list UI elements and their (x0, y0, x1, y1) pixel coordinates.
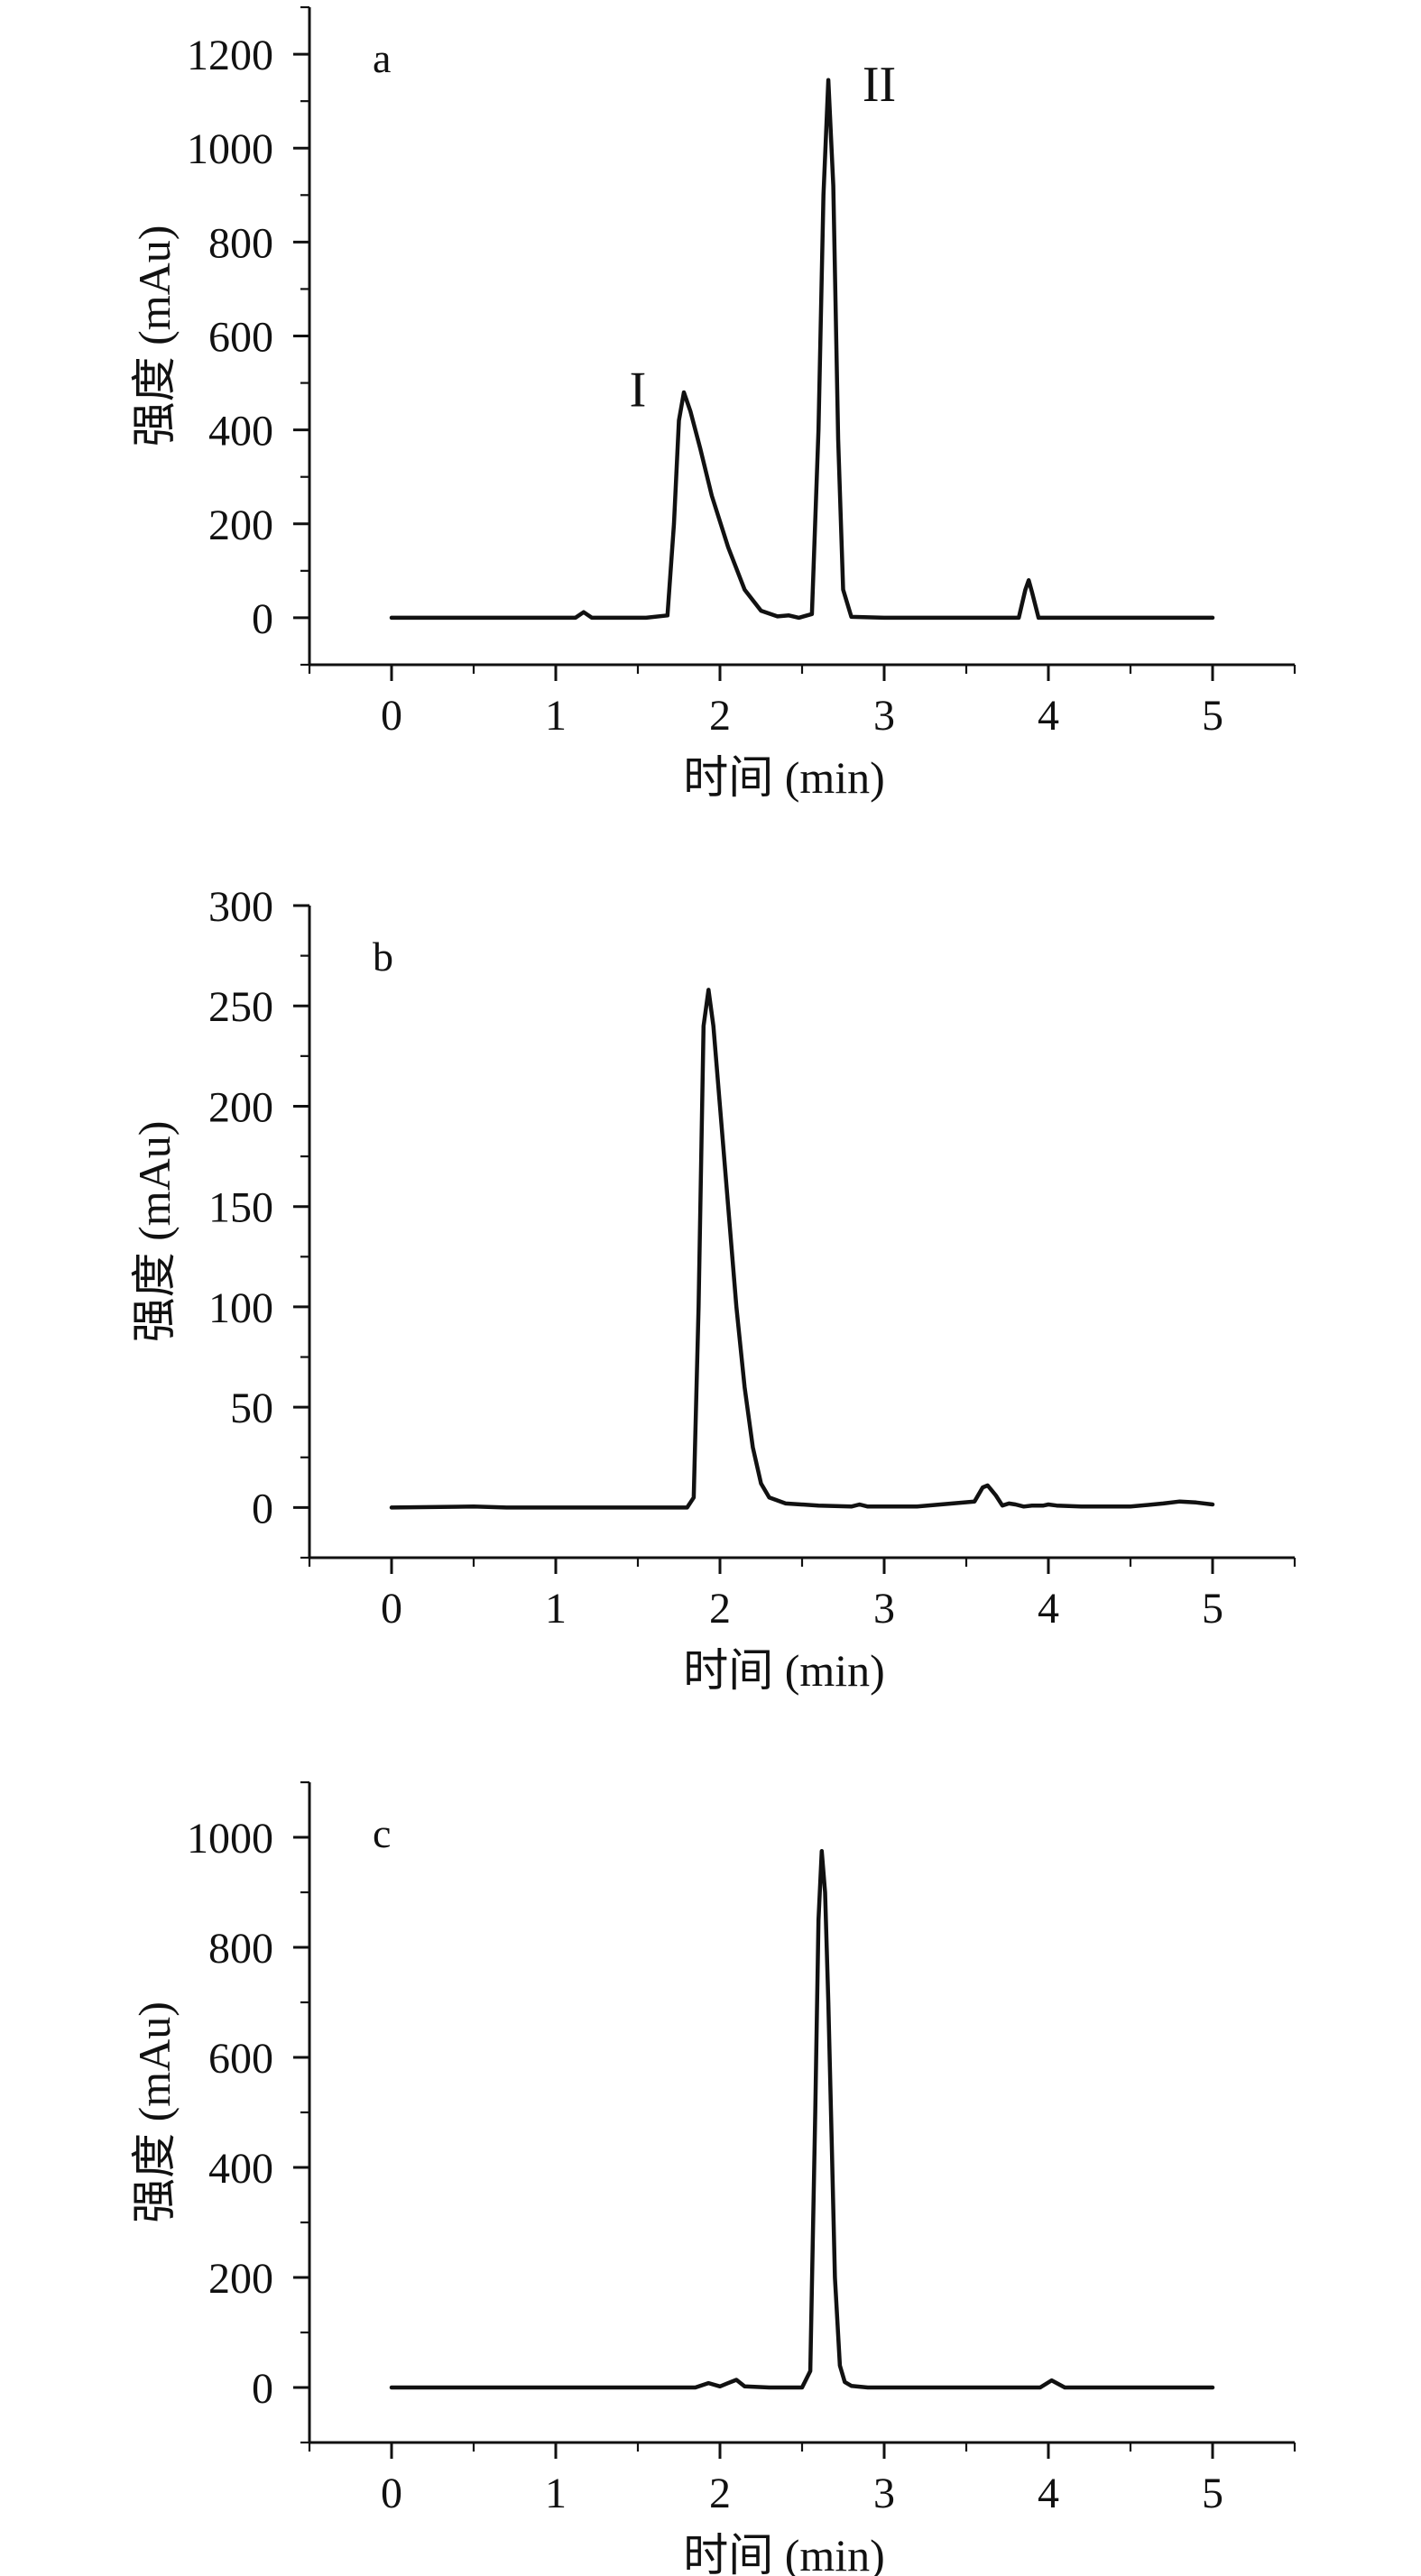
y-tick-label-b: 150 (208, 1184, 273, 1232)
y-tick-label-c: 600 (208, 2035, 273, 2083)
peak-annotation-a: II (863, 57, 896, 113)
y-tick-label-a: 600 (208, 314, 273, 362)
x-tick-label-b: 0 (381, 1585, 402, 1633)
chromatogram-trace-b (389, 988, 1215, 1510)
x-tick-label-b: 4 (1038, 1585, 1059, 1633)
x-axis-title-c: 时间 (min) (683, 2530, 885, 2576)
x-axis-title-a: 时间 (min) (683, 752, 885, 803)
x-tick-label-a: 3 (873, 692, 895, 740)
x-tick-label-b: 5 (1202, 1585, 1223, 1633)
x-tick-label-a: 1 (545, 692, 567, 740)
x-tick-label-c: 3 (873, 2470, 895, 2517)
y-tick-label-a: 0 (252, 595, 273, 643)
y-tick-label-c: 0 (252, 2365, 273, 2413)
y-tick-label-a: 1200 (187, 32, 273, 79)
y-tick-label-a: 400 (208, 408, 273, 455)
y-tick-label-b: 250 (208, 983, 273, 1031)
x-tick-label-a: 0 (381, 692, 402, 740)
x-tick-label-c: 5 (1202, 2470, 1223, 2517)
y-tick-label-a: 800 (208, 219, 273, 267)
chart-panel-c: 0 1 2 3 4 5 0 200 400 600 800 1000 时间 (min) 强度 (mAu) c (129, 1780, 1296, 2576)
y-tick-label-b: 300 (208, 883, 273, 931)
y-tick-label-a: 200 (208, 501, 273, 549)
x-tick-label-a: 2 (709, 692, 731, 740)
y-axis-title-a: 强度 (mAu) (129, 225, 180, 447)
y-tick-label-c: 1000 (187, 1815, 273, 1863)
y-tick-label-b: 200 (208, 1083, 273, 1131)
x-tick-label-b: 3 (873, 1585, 895, 1633)
x-tick-label-c: 4 (1038, 2470, 1059, 2517)
y-tick-label-b: 100 (208, 1284, 273, 1332)
y-axis-title-b: 强度 (mAu) (129, 1121, 180, 1343)
x-tick-label-c: 2 (709, 2470, 731, 2517)
y-tick-label-c: 400 (208, 2145, 273, 2193)
chart-panel-a: 0 1 2 3 4 5 0 200 400 600 800 1000 1200 时间 (min) 强度 (m… (129, 5, 1296, 803)
chromatogram-trace-a (389, 78, 1215, 621)
x-tick-label-a: 4 (1038, 692, 1059, 740)
x-axis-title-b: 时间 (min) (683, 1645, 885, 1696)
y-tick-label-b: 50 (230, 1385, 273, 1432)
y-tick-label-b: 0 (252, 1485, 273, 1532)
y-tick-label-c: 800 (208, 1925, 273, 1973)
panel-label-b: b (373, 934, 393, 980)
x-tick-label-a: 5 (1202, 692, 1223, 740)
x-tick-label-b: 1 (545, 1585, 567, 1633)
panel-label-c: c (373, 1810, 391, 1856)
y-tick-label-a: 1000 (187, 125, 273, 173)
x-tick-label-c: 1 (545, 2470, 567, 2517)
y-tick-label-c: 200 (208, 2255, 273, 2303)
x-tick-label-c: 0 (381, 2470, 402, 2517)
panel-label-a: a (373, 35, 391, 81)
chromatogram-trace-c (389, 1849, 1215, 2390)
peak-annotation-a: I (630, 363, 647, 419)
x-tick-label-b: 2 (709, 1585, 731, 1633)
y-axis-title-c: 强度 (mAu) (129, 2001, 180, 2223)
